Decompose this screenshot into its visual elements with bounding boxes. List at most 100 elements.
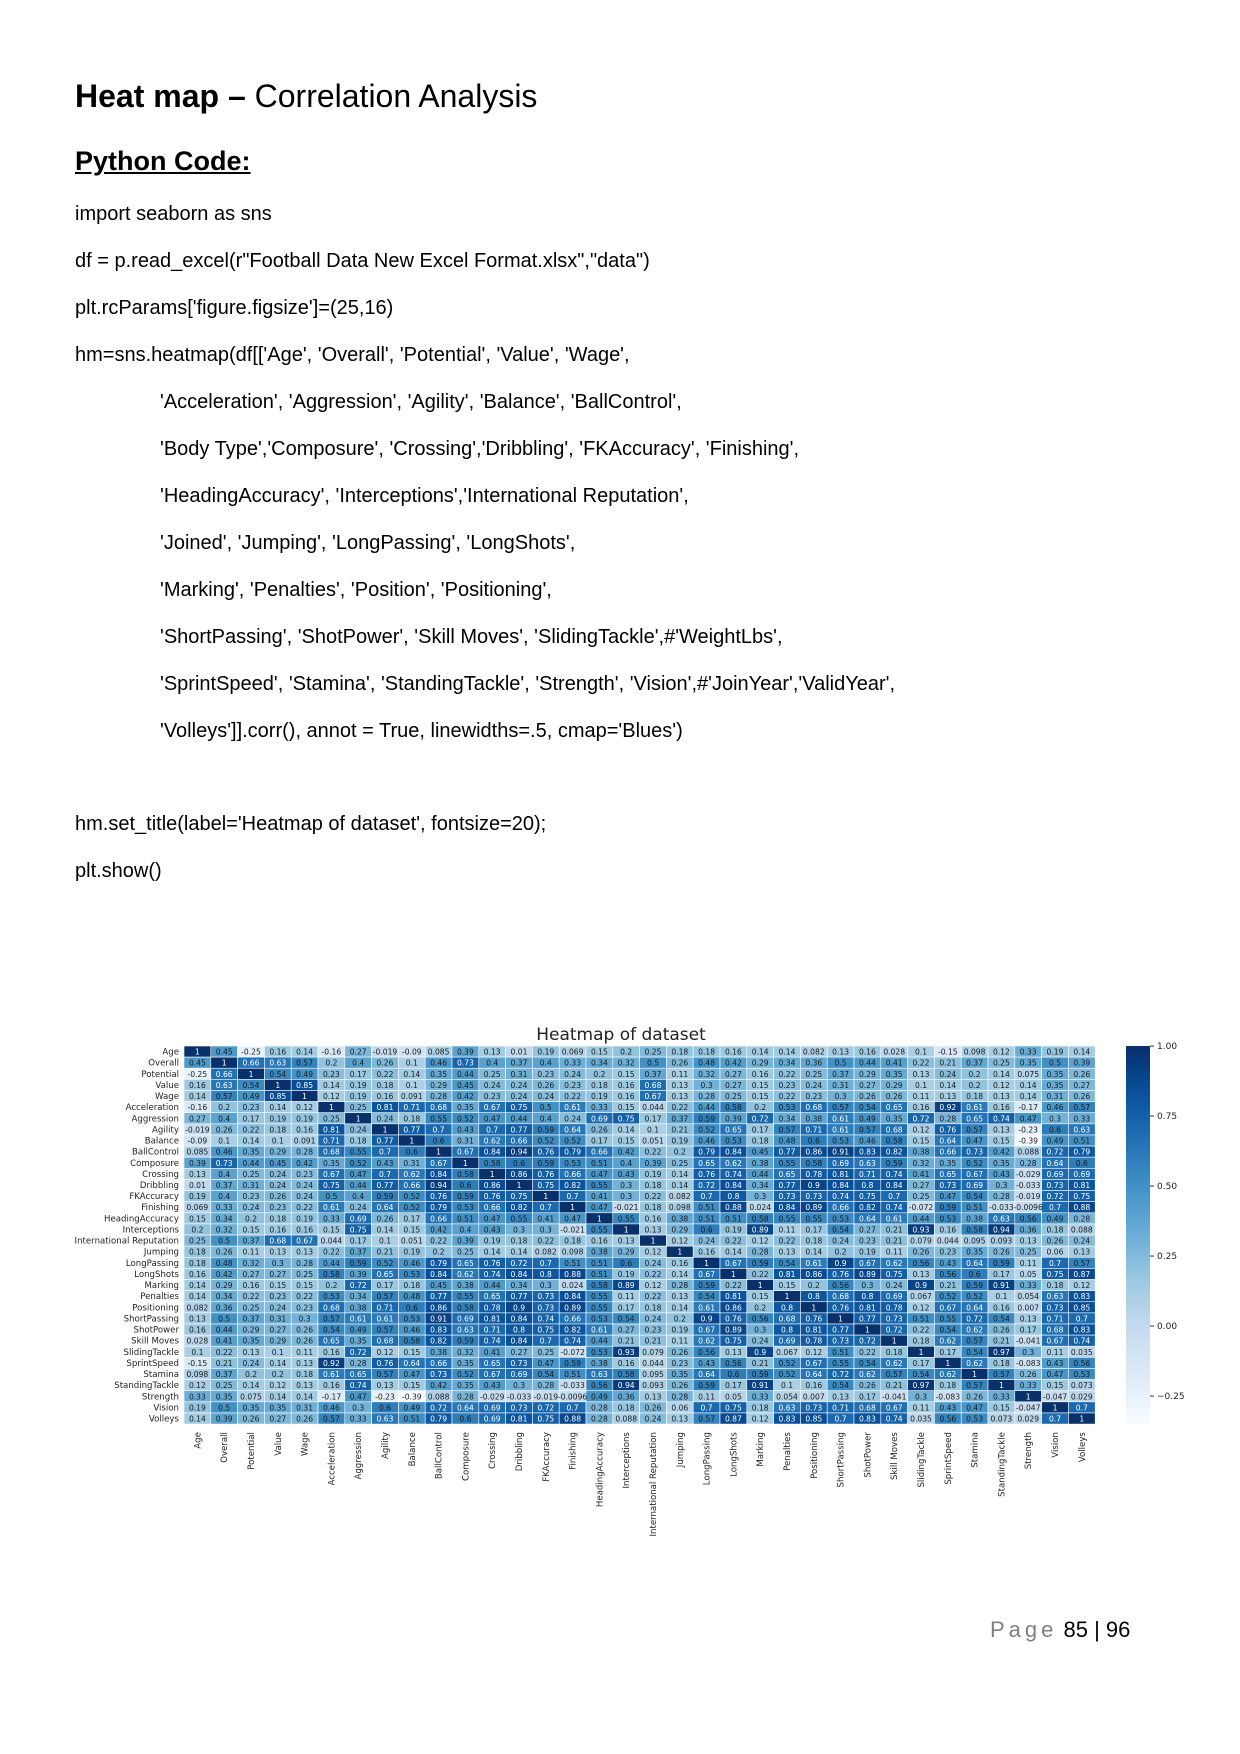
cell-annotation: 0.18 <box>189 1259 206 1268</box>
cell-annotation: 0.035 <box>910 1415 932 1424</box>
cell-annotation: 0.77 <box>377 1181 394 1190</box>
cell-annotation: 0.69 <box>457 1314 474 1323</box>
cell-annotation: 0.22 <box>645 1192 662 1201</box>
cell-annotation: 0.17 <box>1020 1326 1037 1335</box>
cell-annotation: 0.24 <box>350 1125 367 1134</box>
cell-annotation: 0.56 <box>725 1359 742 1368</box>
cell-annotation: 0.43 <box>698 1359 715 1368</box>
cell-annotation: -0.033 <box>507 1392 532 1401</box>
cell-annotation: 0.7 <box>1049 1415 1061 1424</box>
cell-annotation: 0.69 <box>484 1415 501 1424</box>
cell-annotation: 0.58 <box>966 1225 983 1234</box>
cell-annotation: 0.75 <box>859 1192 876 1201</box>
cell-annotation: 0.44 <box>243 1159 260 1168</box>
cell-annotation: 0.14 <box>269 1392 286 1401</box>
cell-annotation: 0.13 <box>484 1048 501 1057</box>
cell-annotation: 0.11 <box>886 1248 903 1257</box>
cell-annotation: 0.22 <box>779 1070 796 1079</box>
y-tick-label: Potential <box>141 1070 179 1080</box>
cell-annotation: 0.41 <box>913 1170 930 1179</box>
cell-annotation: 0.24 <box>243 1359 260 1368</box>
cell-annotation: 0.57 <box>886 1370 903 1379</box>
cell-annotation: 0.7 <box>540 1203 552 1212</box>
x-tick-label: International Reputation <box>649 1432 659 1536</box>
code-line: 'Marking', 'Penalties', 'Position', 'Pos… <box>160 579 552 601</box>
cell-annotation: 0.62 <box>725 1159 742 1168</box>
cell-annotation: 0.36 <box>805 1059 822 1068</box>
cell-annotation: 0.098 <box>562 1248 584 1257</box>
cell-annotation: 0.81 <box>832 1170 849 1179</box>
cell-annotation: 0.28 <box>671 1392 688 1401</box>
cell-annotation: 0.12 <box>993 1081 1010 1090</box>
cell-annotation: 0.11 <box>618 1292 635 1301</box>
cell-annotation: 0.14 <box>189 1292 206 1301</box>
cell-annotation: 0.61 <box>564 1103 581 1112</box>
cell-annotation: 0.6 <box>1049 1125 1061 1134</box>
cell-annotation: 0.5 <box>325 1192 337 1201</box>
cell-annotation: 0.15 <box>323 1225 340 1234</box>
cell-annotation: 0.14 <box>484 1248 501 1257</box>
cell-annotation: 0.24 <box>564 1070 581 1079</box>
cell-annotation: 0.42 <box>296 1159 313 1168</box>
cell-annotation: 0.16 <box>725 1048 742 1057</box>
cell-annotation: 0.66 <box>832 1203 849 1212</box>
cell-annotation: 0.54 <box>698 1292 715 1301</box>
cell-annotation: 0.56 <box>939 1270 956 1279</box>
cell-annotation: 0.22 <box>913 1326 930 1335</box>
cell-annotation: 0.6 <box>808 1137 820 1146</box>
cell-annotation: 0.44 <box>752 1170 769 1179</box>
cell-annotation: 0.54 <box>939 1326 956 1335</box>
cell-annotation: 0.25 <box>1020 1248 1037 1257</box>
cell-annotation: 0.47 <box>537 1359 554 1368</box>
cell-annotation: 0.64 <box>859 1214 876 1223</box>
cell-annotation: 0.63 <box>1047 1292 1064 1301</box>
cell-annotation: 0.069 <box>562 1048 584 1057</box>
cell-annotation: 0.76 <box>484 1192 501 1201</box>
cell-annotation: 0.079 <box>910 1237 932 1246</box>
cell-annotation: 0.13 <box>645 1392 662 1401</box>
cell-annotation: 0.25 <box>457 1248 474 1257</box>
cell-annotation: 0.76 <box>537 1148 554 1157</box>
cell-annotation: 0.21 <box>993 1337 1010 1346</box>
cell-annotation: 0.85 <box>296 1081 313 1090</box>
cell-annotation: 0.84 <box>430 1270 447 1279</box>
cell-annotation: 0.94 <box>511 1148 528 1157</box>
cell-annotation: 0.13 <box>296 1248 313 1257</box>
cell-annotation: 0.26 <box>1047 1237 1064 1246</box>
cell-annotation: 0.59 <box>752 1259 769 1268</box>
cell-annotation: 0.33 <box>323 1214 340 1223</box>
cell-annotation: 0.082 <box>187 1303 209 1312</box>
cell-annotation: 0.59 <box>377 1192 394 1201</box>
cell-annotation: 0.11 <box>243 1248 260 1257</box>
cell-annotation: 0.16 <box>591 1237 608 1246</box>
cell-annotation: 0.3 <box>620 1181 632 1190</box>
cell-annotation: 0.63 <box>216 1081 233 1090</box>
cell-annotation: 0.41 <box>591 1192 608 1201</box>
cell-annotation: 0.22 <box>725 1281 742 1290</box>
cell-annotation: 0.14 <box>1020 1092 1037 1101</box>
cell-annotation: 0.35 <box>350 1337 367 1346</box>
cell-annotation: 0.17 <box>645 1114 662 1123</box>
cell-annotation: 0.64 <box>457 1403 474 1412</box>
cell-annotation: 0.4 <box>218 1192 230 1201</box>
cell-annotation: 0.47 <box>966 1137 983 1146</box>
cell-annotation: 0.26 <box>377 1214 394 1223</box>
cell-annotation: 0.2 <box>835 1248 847 1257</box>
cell-annotation: 0.77 <box>403 1125 420 1134</box>
cell-annotation: 0.49 <box>591 1392 608 1401</box>
cell-annotation: 0.77 <box>377 1137 394 1146</box>
cell-annotation: 0.14 <box>671 1270 688 1279</box>
cell-annotation: 0.52 <box>966 1292 983 1301</box>
cell-annotation: 0.61 <box>323 1203 340 1212</box>
colorbar-tick-label: 0.75 <box>1157 1112 1177 1122</box>
cell-annotation: 0.069 <box>187 1203 209 1212</box>
cell-annotation: 0.095 <box>642 1370 664 1379</box>
cell-annotation: 0.61 <box>698 1303 715 1312</box>
cell-annotation: 0.57 <box>779 1125 796 1134</box>
cell-annotation: 0.11 <box>913 1092 930 1101</box>
cell-annotation: 0.18 <box>645 1181 662 1190</box>
cell-annotation: 1 <box>999 1381 1004 1390</box>
cell-annotation: 0.31 <box>243 1181 260 1190</box>
cell-annotation: 0.3 <box>540 1281 552 1290</box>
